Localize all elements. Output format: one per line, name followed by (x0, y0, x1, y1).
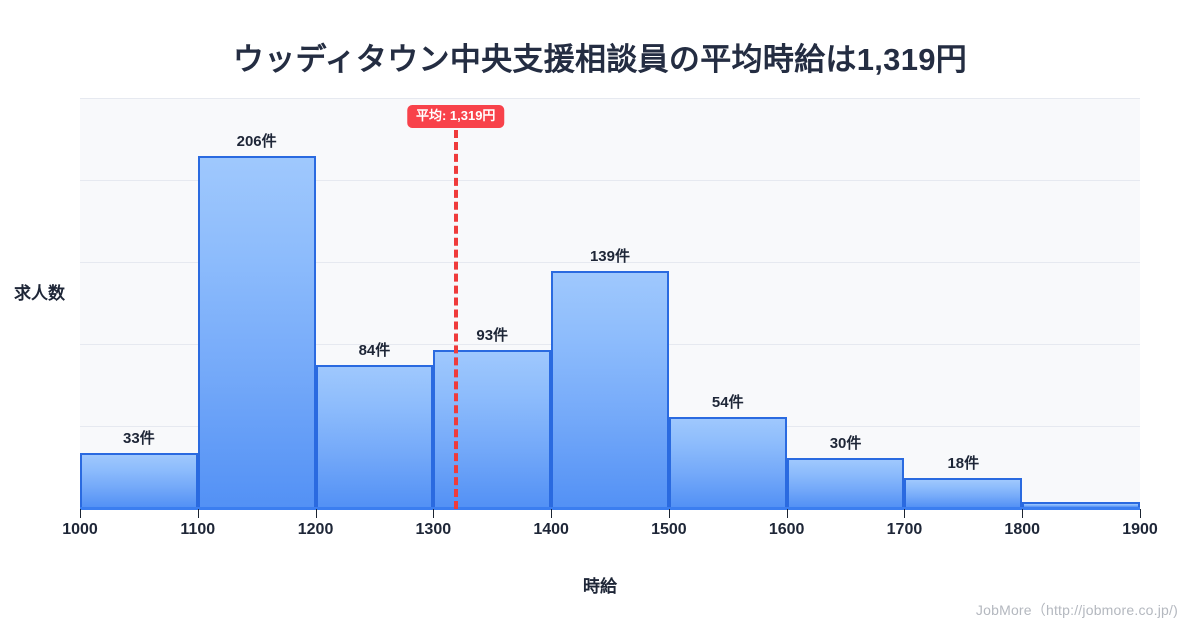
bar-value-label: 33件 (123, 429, 155, 447)
gridline (80, 262, 1140, 263)
average-badge: 平均: 1,319円 (406, 105, 505, 129)
average-vertical-line (453, 130, 458, 509)
x-axis-tick-label: 1300 (415, 521, 452, 538)
x-axis-tick-label: 1700 (886, 521, 923, 538)
histogram-bar[interactable] (668, 416, 787, 509)
x-axis-line (80, 507, 1140, 510)
histogram-bar[interactable] (433, 349, 552, 509)
x-axis-title: 時給 (583, 577, 617, 596)
x-axis-tick-label: 1400 (533, 521, 569, 538)
x-axis-tick (316, 509, 317, 518)
bar-value-label: 54件 (711, 393, 744, 411)
bar-value-label: 139件 (589, 247, 630, 265)
histogram-bar[interactable] (904, 478, 1023, 509)
histogram-bar[interactable] (197, 156, 316, 509)
histogram-bar[interactable] (551, 270, 669, 509)
x-axis-tick (1140, 509, 1141, 518)
gridline (80, 98, 1140, 99)
x-axis-tick (787, 509, 788, 518)
bar-value-label: 84件 (358, 342, 391, 360)
x-axis-tick-label: 1800 (1004, 521, 1041, 538)
x-axis-tick (1022, 509, 1023, 518)
x-axis-tick (904, 509, 905, 518)
x-axis-tick (551, 509, 552, 518)
histogram-bar[interactable] (80, 452, 198, 509)
x-axis-tick-label: 1500 (651, 521, 687, 538)
histogram-bar[interactable] (315, 365, 434, 509)
x-axis-tick-label: 1200 (297, 521, 334, 538)
chart-title: ウッディタウン中央支援相談員の平均時給は1,319円 (232, 42, 968, 77)
bar-value-label: 206件 (236, 133, 277, 151)
histogram-bar[interactable] (786, 457, 905, 509)
x-axis-tick-label: 1600 (768, 521, 805, 538)
x-axis-tick-label: 1900 (1122, 521, 1158, 538)
x-axis-tick-label: 1100 (180, 521, 216, 538)
x-axis-tick (198, 509, 199, 518)
bar-value-label: 18件 (947, 455, 980, 473)
bars-layer: 33件 206件 84件 93件 139件 54件 30件 18件 (80, 98, 1140, 509)
gridline (80, 180, 1140, 181)
x-axis-tick (669, 509, 670, 518)
x-axis-tick (80, 509, 81, 518)
bar-value-label: 93件 (476, 326, 509, 344)
x-axis-tick-label: 1000 (62, 521, 98, 538)
x-axis-tick (433, 509, 434, 518)
y-axis-title: 求人数 (14, 284, 65, 303)
watermark: JobMore（http://jobmore.co.jp/) (975, 602, 1178, 618)
bar-value-label: 30件 (829, 434, 862, 452)
